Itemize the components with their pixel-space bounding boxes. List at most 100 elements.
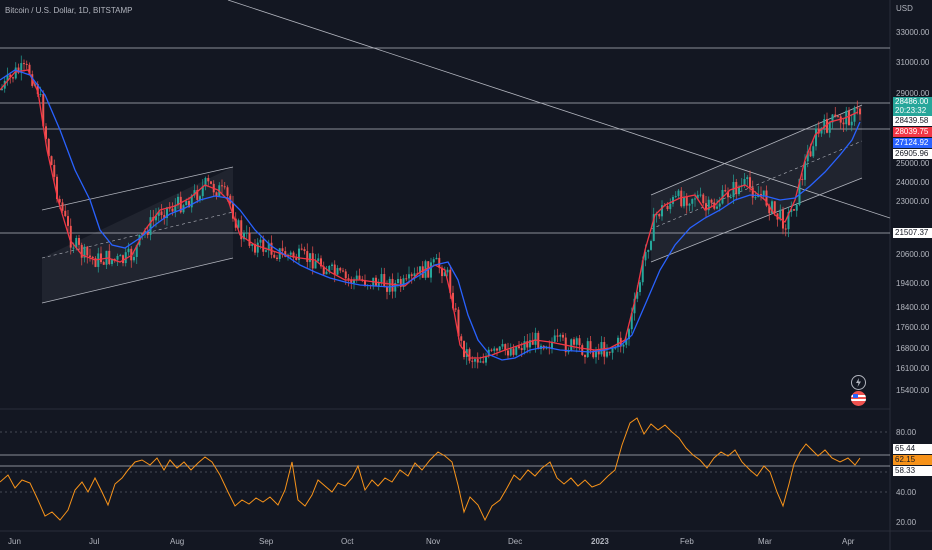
candle-body (595, 350, 597, 358)
candle-body (322, 266, 325, 275)
candle-body (812, 146, 815, 157)
candle-body (562, 334, 564, 338)
candle-body (432, 259, 435, 263)
candle-body (509, 348, 512, 356)
candle-body (677, 190, 680, 197)
candle-body (97, 253, 100, 267)
candle-body (449, 269, 452, 293)
price-tick: 23000.00 (896, 197, 930, 206)
candle-body (303, 249, 306, 252)
price-tick: 24000.00 (896, 178, 930, 187)
candle-body (23, 63, 25, 65)
candle-body (146, 230, 149, 235)
level-label: 28439.58 (893, 116, 932, 126)
candle-body (78, 237, 80, 245)
candle-body (248, 232, 251, 246)
candle-body (859, 108, 861, 115)
candle-body (207, 177, 210, 182)
candle-body (749, 177, 751, 188)
candle-body (762, 190, 765, 196)
candle-body (661, 205, 663, 217)
candle-body (149, 217, 152, 235)
candle-body (853, 107, 856, 122)
candle-body (738, 186, 740, 195)
lightning-icon[interactable] (851, 375, 866, 390)
candle-body (669, 203, 672, 210)
candle-body (86, 246, 89, 256)
rsi-lower-label: 58.33 (893, 466, 932, 476)
candle-body (454, 308, 457, 310)
candle-body (17, 67, 20, 73)
candle-body (597, 350, 600, 355)
candle-body (683, 196, 685, 207)
candle-body (782, 209, 784, 229)
candle-body (498, 346, 501, 351)
candle-body (80, 244, 83, 258)
candle-body (680, 190, 683, 207)
candle-body (435, 257, 438, 260)
candle-body (842, 122, 845, 125)
candle-body (262, 239, 265, 252)
candle-body (9, 74, 12, 78)
candle-body (553, 335, 556, 342)
candle-body (724, 190, 727, 192)
candle-body (163, 215, 166, 218)
candle-body (589, 341, 592, 351)
candle-body (223, 186, 226, 188)
us-flag-icon[interactable] (851, 391, 866, 406)
candle-body (691, 198, 694, 204)
candle-body (771, 201, 773, 214)
candle-body (666, 206, 669, 210)
candle-body (628, 329, 630, 340)
candle-body (237, 220, 240, 228)
candle-body (806, 151, 809, 162)
trendline (227, 0, 891, 219)
candle-body (174, 205, 177, 212)
support-level-label: 21507.37 (893, 228, 932, 238)
ma-fast-line (0, 69, 859, 359)
candle-body (650, 241, 652, 250)
candle-body (204, 177, 207, 187)
candle-body (221, 185, 223, 187)
candle-body (476, 359, 479, 363)
candle-body (124, 252, 127, 264)
time-tick: Feb (680, 537, 694, 546)
rsi-line (0, 417, 861, 522)
candle-body (133, 256, 135, 261)
candle-body (798, 178, 801, 205)
candle-body (760, 193, 762, 196)
time-tick: Sep (259, 537, 274, 546)
candle-body (482, 361, 485, 363)
candle-body (452, 292, 454, 309)
price-tick: 20600.00 (896, 250, 930, 259)
candle-body (61, 202, 64, 211)
candle-body (347, 278, 350, 280)
candle-body (518, 346, 520, 349)
candle-body (399, 278, 402, 287)
candle-body (193, 190, 196, 196)
candle-body (240, 220, 243, 240)
candle-body (226, 187, 229, 196)
candle-body (446, 269, 449, 273)
candle-body (630, 313, 633, 330)
candle-body (531, 340, 534, 345)
candle-body (570, 339, 573, 351)
price-tick: 31000.00 (896, 58, 930, 67)
candle-body (190, 195, 193, 208)
candle-body (823, 119, 826, 128)
symbol-title[interactable]: Bitcoin / U.S. Dollar, 1D, BITSTAMP (5, 6, 133, 15)
candle-body (135, 245, 138, 257)
candle-body (199, 196, 201, 200)
candle-body (91, 256, 94, 259)
candlesticks (1, 55, 861, 369)
candle-body (606, 351, 608, 357)
candle-body (210, 181, 212, 184)
candle-body (350, 279, 353, 284)
ma-fast-label: 28039.75 (893, 127, 932, 137)
candle-body (405, 278, 408, 280)
time-tick: 2023 (591, 537, 609, 546)
candle-body (501, 344, 504, 347)
candle-body (815, 128, 817, 147)
candle-body (751, 187, 754, 198)
